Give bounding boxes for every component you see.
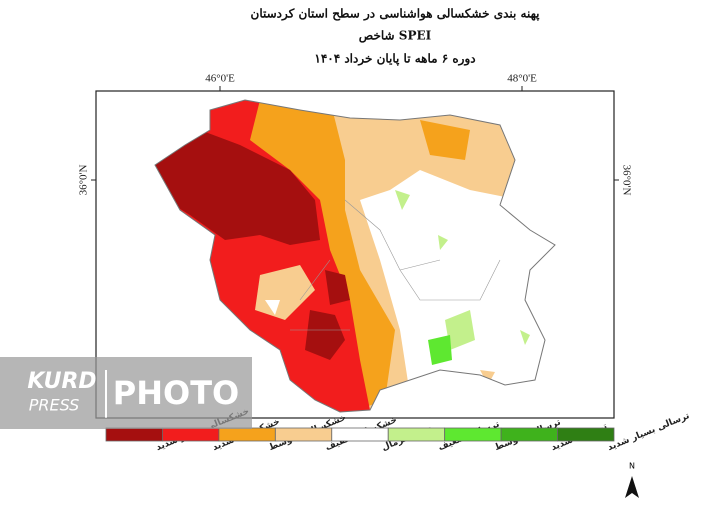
title: پهنه بندی خشکسالی هواشناسی در سطح استان … bbox=[251, 7, 541, 22]
watermark: KURD PRESS PHOTO bbox=[0, 357, 252, 429]
legend-swatch bbox=[105, 427, 163, 442]
lon-label: 48°0'E bbox=[507, 73, 537, 85]
county-borders bbox=[290, 199, 501, 331]
watermark-brand: KURD bbox=[27, 369, 96, 394]
lon-label: 46°0'E bbox=[205, 73, 235, 85]
lat-label: 36°0'N bbox=[78, 165, 90, 196]
lat-label: 36°0'N bbox=[620, 165, 632, 196]
legend-swatch bbox=[387, 427, 446, 442]
legend-swatch bbox=[331, 427, 389, 442]
watermark-brand: PRESS bbox=[29, 396, 80, 415]
legend-swatch bbox=[274, 427, 333, 442]
legend-swatch bbox=[162, 427, 220, 442]
watermark-bg bbox=[0, 357, 252, 429]
north-label: N bbox=[629, 462, 635, 471]
north-arrow-shape bbox=[625, 476, 639, 498]
legend-swatch bbox=[500, 427, 558, 442]
legend-swatch bbox=[557, 427, 615, 442]
legend-swatch bbox=[444, 427, 502, 442]
watermark-word: PHOTO bbox=[113, 374, 239, 412]
province-outline bbox=[154, 99, 556, 413]
subtitle: شاخص SPEI bbox=[359, 29, 432, 44]
period: دوره ۶ ماهه تا پایان خرداد ۱۴۰۴ bbox=[314, 52, 475, 67]
north-arrow: N bbox=[625, 462, 639, 498]
legend-label: ترسالی بسیار شدید bbox=[606, 411, 691, 453]
legend-swatch bbox=[218, 427, 276, 442]
